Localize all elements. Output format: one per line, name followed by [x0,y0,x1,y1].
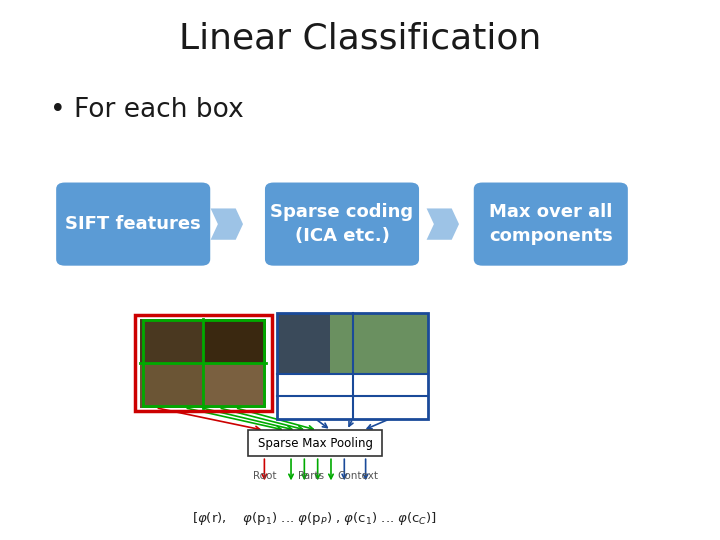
Text: Sparse Max Pooling: Sparse Max Pooling [258,437,372,450]
FancyBboxPatch shape [277,374,428,418]
Text: SIFT features: SIFT features [66,215,201,233]
FancyBboxPatch shape [474,183,628,266]
FancyBboxPatch shape [56,183,210,266]
FancyBboxPatch shape [140,319,266,408]
FancyBboxPatch shape [140,319,203,363]
Text: Root: Root [253,470,276,481]
FancyBboxPatch shape [277,313,428,374]
Text: Sparse coding
(ICA etc.): Sparse coding (ICA etc.) [271,203,413,245]
Polygon shape [426,208,459,240]
FancyBboxPatch shape [277,313,330,374]
Text: [$\varphi$(r),    $\varphi$(p$_1$) ... $\varphi$(p$_P$) , $\varphi$(c$_1$) ... $: [$\varphi$(r), $\varphi$(p$_1$) ... $\va… [192,510,438,527]
Text: Context: Context [337,470,378,481]
Text: • For each box: • For each box [50,97,244,123]
FancyBboxPatch shape [248,430,382,456]
Text: Linear Classification: Linear Classification [179,22,541,56]
Text: Max over all
components: Max over all components [489,203,613,245]
FancyBboxPatch shape [140,363,203,408]
FancyBboxPatch shape [203,363,266,408]
Polygon shape [210,208,243,240]
FancyBboxPatch shape [265,183,419,266]
Text: Parts: Parts [298,470,324,481]
FancyBboxPatch shape [203,319,266,363]
